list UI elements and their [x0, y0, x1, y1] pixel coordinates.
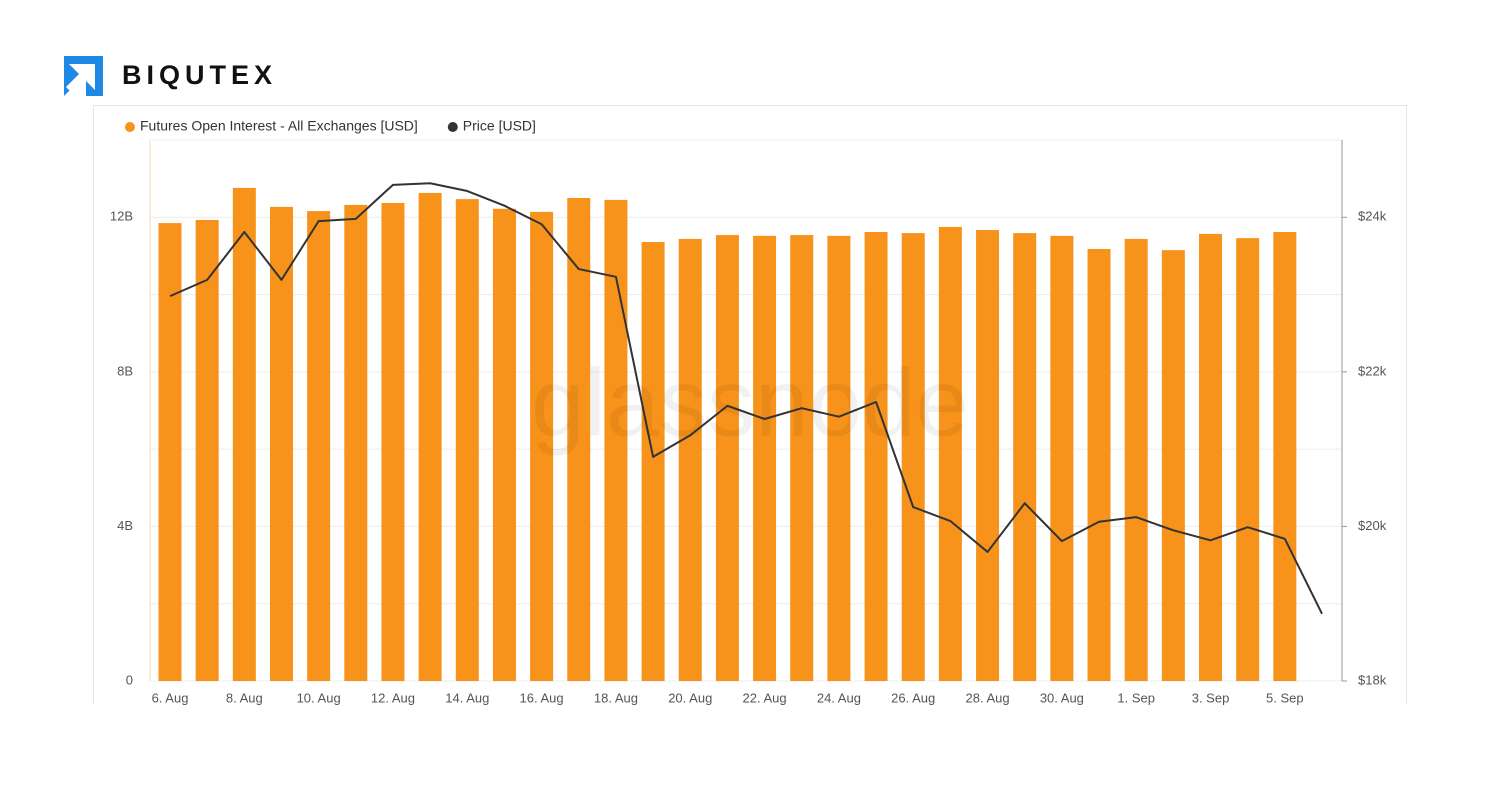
x-tick-label: 6. Aug — [152, 690, 189, 705]
panel-cover — [0, 704, 1500, 800]
bar — [1087, 248, 1111, 682]
x-tick-label: 12. Aug — [371, 690, 415, 705]
bar — [381, 202, 405, 681]
y2-tick-label: $20k — [1358, 518, 1387, 533]
y-tick-label: 0 — [126, 672, 133, 687]
watermark: glassnode — [531, 349, 969, 456]
bar — [976, 230, 1000, 682]
bar — [790, 235, 814, 681]
bar — [1199, 233, 1223, 681]
x-tick-label: 28. Aug — [965, 690, 1009, 705]
y2-tick-label: $22k — [1358, 363, 1387, 378]
bar — [641, 242, 665, 681]
y-tick-label: 4B — [117, 518, 133, 533]
bar — [827, 235, 851, 681]
legend-marker — [447, 122, 458, 132]
x-tick-label: 1. Sep — [1117, 690, 1155, 705]
y2-tick-label: $18k — [1358, 672, 1387, 687]
logo-text: BIQUTEX — [122, 60, 277, 90]
bar — [344, 204, 368, 682]
bar — [1013, 233, 1037, 682]
bar — [753, 235, 777, 681]
bar — [418, 192, 442, 681]
bar — [715, 235, 739, 681]
bar — [158, 223, 182, 681]
bar — [901, 233, 925, 682]
bar — [1124, 238, 1148, 681]
legend-label: Futures Open Interest - All Exchanges [U… — [140, 118, 418, 134]
x-tick-label: 3. Sep — [1192, 690, 1230, 705]
bar — [1273, 231, 1297, 681]
x-tick-label: 8. Aug — [226, 690, 263, 705]
bar — [864, 231, 888, 681]
legend-label: Price [USD] — [463, 118, 536, 134]
x-tick-label: 30. Aug — [1040, 690, 1084, 705]
bar — [938, 226, 962, 682]
logo-arrow — [64, 64, 95, 96]
logo: BIQUTEX — [64, 56, 277, 96]
bar — [195, 219, 219, 681]
bar — [1161, 250, 1185, 681]
x-tick-label: 24. Aug — [817, 690, 861, 705]
y-tick-label: 8B — [117, 363, 133, 378]
x-tick-label: 5. Sep — [1266, 690, 1304, 705]
legend-marker — [125, 122, 135, 132]
bar — [604, 199, 628, 681]
x-tick-label: 18. Aug — [594, 690, 638, 705]
price-line — [169, 182, 1323, 615]
bar — [492, 208, 516, 681]
bar — [307, 211, 331, 682]
x-tick-label: 22. Aug — [743, 690, 787, 705]
bar — [232, 187, 256, 681]
x-tick-label: 14. Aug — [445, 690, 489, 705]
y-tick-label: 12B — [110, 209, 133, 224]
bar — [567, 197, 591, 681]
bar — [269, 206, 293, 681]
x-tick-label: 20. Aug — [668, 690, 712, 705]
bar — [678, 238, 702, 681]
bar — [1236, 238, 1260, 681]
y2-tick-label: $24k — [1358, 209, 1387, 224]
x-tick-label: 10. Aug — [297, 690, 341, 705]
x-tick-label: 26. Aug — [891, 690, 935, 705]
x-tick-label: 16. Aug — [520, 690, 564, 705]
bar — [1050, 235, 1074, 681]
bar — [455, 199, 479, 681]
bar — [530, 211, 554, 681]
